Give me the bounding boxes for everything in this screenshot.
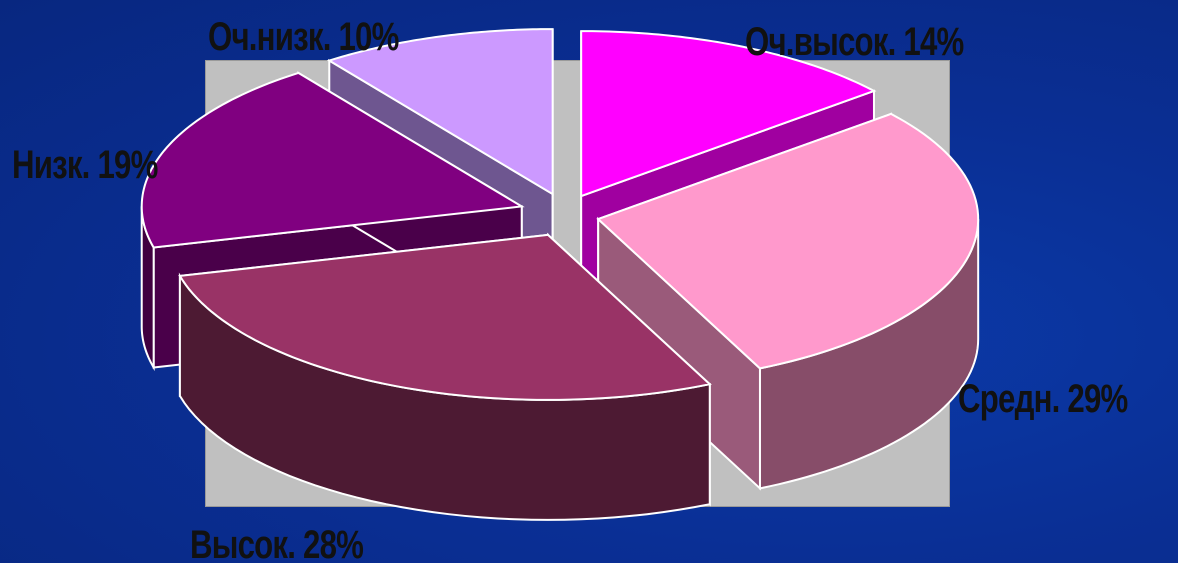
slice-top-face (326, 28, 554, 196)
slices-layer (140, 28, 980, 521)
slice-label: Низк. 19% (12, 142, 158, 187)
slice-label: Высок. 28% (190, 522, 363, 563)
slice-top-face (178, 233, 712, 401)
slice-top-face (596, 112, 980, 370)
slice-top-face (140, 71, 525, 249)
slice-top-face (580, 30, 877, 198)
slice-label: Оч.низк. 10% (208, 14, 399, 59)
slice-label: Оч.высок. 14% (745, 19, 963, 64)
labels-layer: Оч.высок. 14% Средн. 29% Высок. 28% Низк. 1… (12, 14, 1128, 563)
pie-slice (596, 112, 980, 491)
pie-slice (178, 232, 712, 521)
slice-label: Средн. 29% (958, 376, 1128, 421)
